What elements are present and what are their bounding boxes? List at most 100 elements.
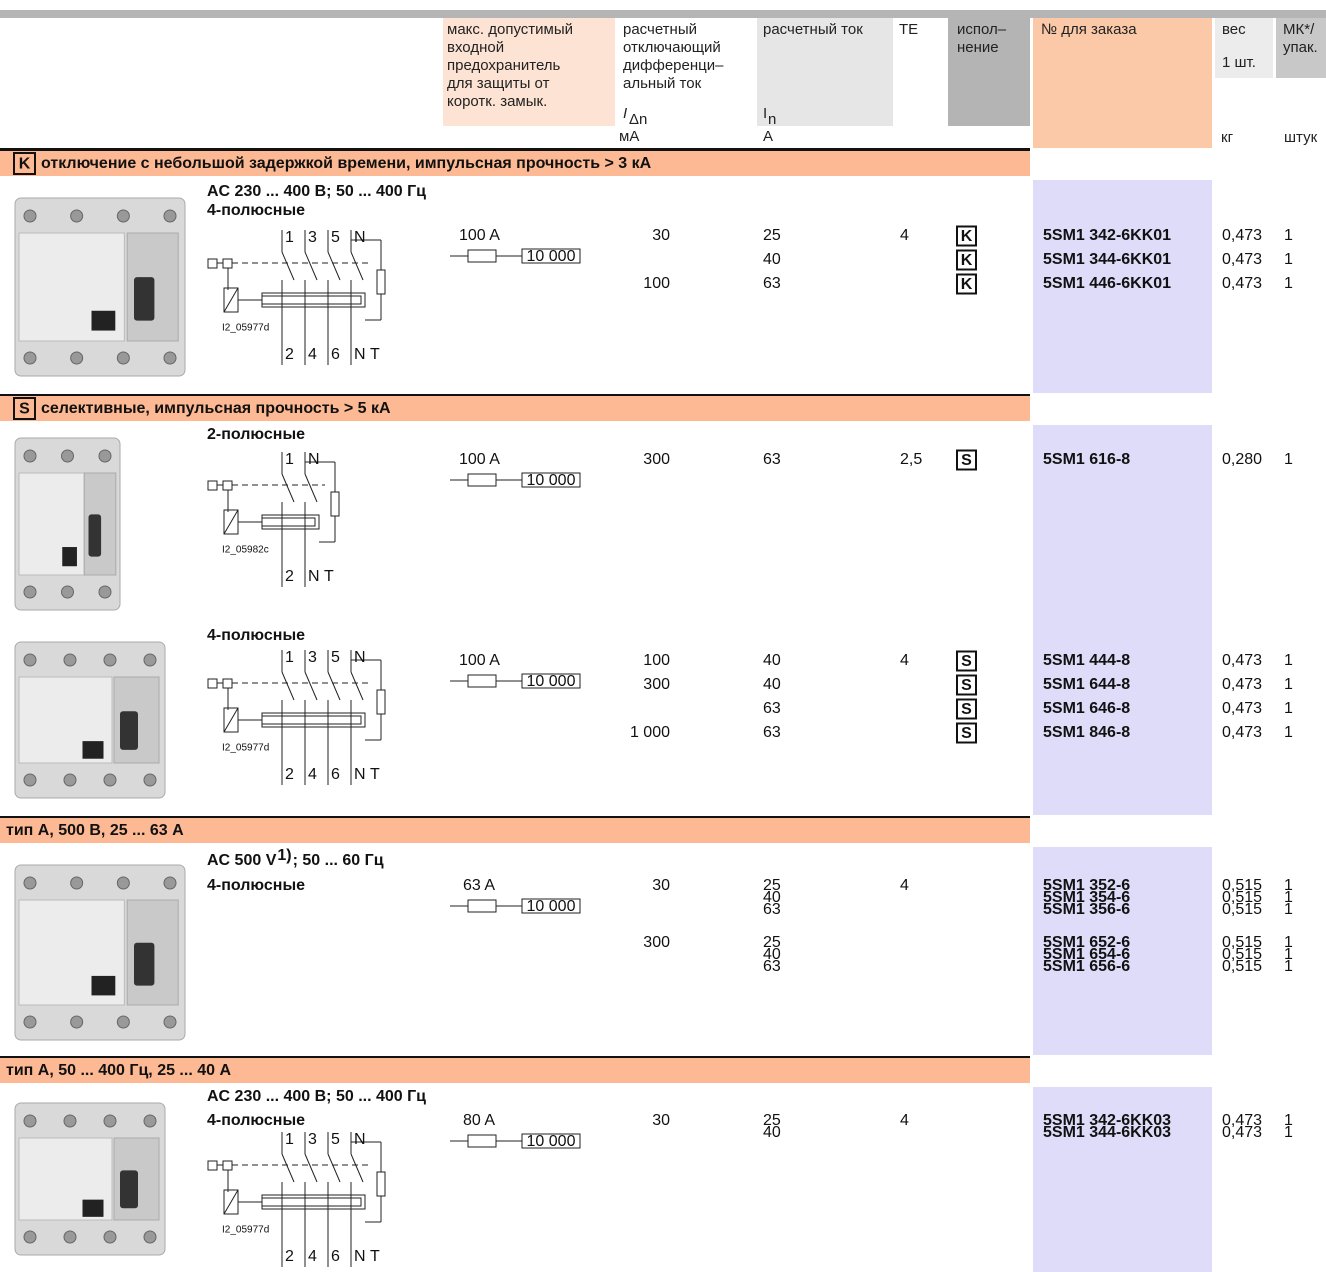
pack-quantity: 1 bbox=[1284, 889, 1293, 906]
breaking-capacity: 10 000 bbox=[527, 1133, 576, 1150]
fuse-rating: 100 A bbox=[459, 451, 500, 468]
photo-screw bbox=[70, 876, 84, 890]
header-bg bbox=[1215, 18, 1273, 78]
fuse-rating: 80 A bbox=[463, 1112, 495, 1129]
badge: K bbox=[19, 156, 31, 173]
photo-screw bbox=[23, 449, 37, 463]
weight: 0,473 bbox=[1222, 1124, 1262, 1141]
product-photo bbox=[14, 864, 186, 1041]
diagram-label: 3 bbox=[308, 649, 317, 666]
diagram-label: N bbox=[354, 346, 366, 363]
header-bg bbox=[1276, 18, 1326, 78]
header-bg bbox=[1033, 18, 1212, 148]
header-text: входной bbox=[447, 39, 504, 56]
rated-current: 25 bbox=[763, 1112, 781, 1129]
badge: K bbox=[961, 252, 973, 269]
photo-screw bbox=[116, 351, 130, 365]
photo-screw bbox=[61, 449, 74, 463]
breaking-capacity: 10 000 bbox=[527, 673, 576, 690]
badge-box bbox=[956, 722, 977, 744]
diagram-line bbox=[327, 671, 341, 701]
photo-toggle bbox=[88, 514, 102, 557]
photo-screw bbox=[163, 876, 177, 890]
header-text: испол– bbox=[957, 21, 1007, 38]
rated-current: 40 bbox=[763, 251, 781, 268]
photo-screw bbox=[63, 1114, 77, 1128]
weight: 0,473 bbox=[1222, 724, 1262, 741]
diagram-label: 1 bbox=[285, 1131, 294, 1148]
diagram-label: 2 bbox=[285, 1248, 294, 1265]
diagram-label: T bbox=[370, 346, 380, 363]
module-width: 2,5 bbox=[900, 451, 922, 468]
diagram-label: 5 bbox=[331, 649, 340, 666]
diagram-test bbox=[207, 1160, 218, 1171]
diagram-test bbox=[207, 480, 218, 491]
badge: K bbox=[961, 276, 973, 293]
rated-current: 40 bbox=[763, 889, 781, 906]
weight: 0,473 bbox=[1222, 251, 1262, 268]
residual-current: 100 bbox=[643, 652, 670, 669]
header-bg bbox=[443, 18, 615, 126]
breaking-box bbox=[521, 898, 581, 914]
photo-screw bbox=[23, 351, 37, 365]
pack-quantity: 1 bbox=[1284, 451, 1293, 468]
photo-button bbox=[91, 310, 116, 331]
weight: 0,280 bbox=[1222, 451, 1262, 468]
photo-screw bbox=[163, 1015, 177, 1029]
header-text: для защиты от bbox=[447, 75, 550, 92]
order-number: 5SM1 644-8 bbox=[1043, 676, 1130, 693]
photo-button bbox=[62, 547, 77, 567]
rated-current: 63 bbox=[763, 700, 781, 717]
fuse-symbol bbox=[467, 1134, 497, 1148]
header-text: нение bbox=[957, 39, 999, 56]
photo-screw bbox=[103, 1230, 117, 1244]
unit: штук bbox=[1284, 129, 1318, 146]
pack-quantity: 1 bbox=[1284, 652, 1293, 669]
rated-current: 63 bbox=[763, 275, 781, 292]
diagram-label: 3 bbox=[308, 229, 317, 246]
diagram-test bbox=[222, 258, 233, 269]
header-text: № для заказа bbox=[1041, 21, 1137, 38]
diagram-transformer bbox=[261, 712, 366, 728]
section-rule bbox=[0, 1056, 1030, 1058]
badge-box bbox=[13, 152, 36, 175]
diagram-label: 6 bbox=[331, 766, 340, 783]
photo-button bbox=[91, 975, 116, 996]
diagram-line bbox=[281, 251, 295, 281]
diagram-transformer bbox=[261, 517, 316, 527]
diagram-label: N bbox=[354, 649, 366, 666]
diagram-label: 1 bbox=[285, 229, 294, 246]
header-text: предохранитель bbox=[447, 57, 561, 74]
diagram-label: 6 bbox=[331, 346, 340, 363]
photo-screw bbox=[143, 773, 157, 787]
diagram-line bbox=[304, 473, 318, 503]
diagram-line bbox=[281, 1153, 295, 1183]
diagram-label: 2 bbox=[285, 346, 294, 363]
order-number: 5SM1 446-6KK01 bbox=[1043, 275, 1171, 292]
diagram-id: I2_05982c bbox=[222, 545, 269, 556]
diagram-line bbox=[223, 287, 239, 313]
symbol: I bbox=[623, 105, 627, 122]
diagram-label: 6 bbox=[331, 1248, 340, 1265]
order-number: 5SM1 352-6 bbox=[1043, 877, 1130, 894]
photo-screw bbox=[98, 449, 112, 463]
pack-quantity: 1 bbox=[1284, 724, 1293, 741]
weight: 0,515 bbox=[1222, 901, 1262, 918]
badge-box bbox=[13, 397, 36, 420]
diagram-label: N bbox=[354, 766, 366, 783]
header-text: расчетный bbox=[623, 21, 697, 38]
badge: K bbox=[961, 228, 973, 245]
diagram-line bbox=[223, 509, 239, 535]
photo-screw bbox=[23, 1015, 37, 1029]
pack-quantity: 1 bbox=[1284, 676, 1293, 693]
section-title: отключение с небольшой задержкой времени… bbox=[41, 155, 652, 172]
breaking-box bbox=[521, 248, 581, 264]
order-number: 5SM1 656-6 bbox=[1043, 958, 1130, 975]
section-title: тип А, 50 ... 400 Гц, 25 ... 40 А bbox=[6, 1062, 231, 1079]
header-bg bbox=[757, 18, 893, 126]
section-bar bbox=[0, 818, 1030, 843]
photo-screw bbox=[23, 773, 37, 787]
pack-quantity: 1 bbox=[1284, 946, 1293, 963]
fuse-symbol bbox=[467, 674, 497, 688]
pack-quantity: 1 bbox=[1284, 251, 1293, 268]
